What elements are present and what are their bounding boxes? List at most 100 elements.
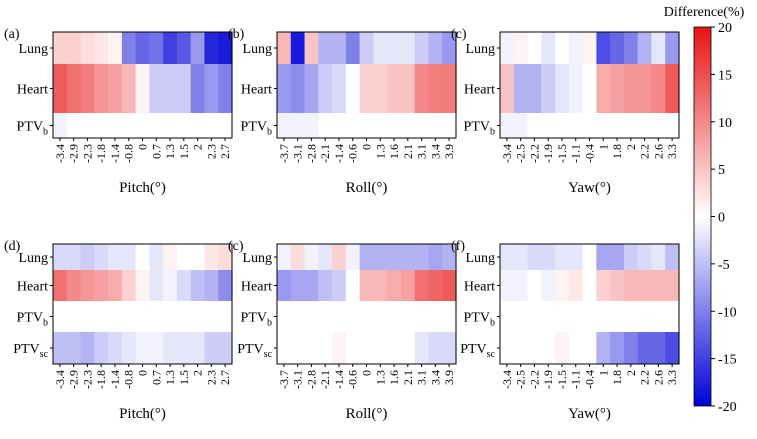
heatmap-cell bbox=[290, 270, 306, 301]
heatmap-cell bbox=[568, 244, 584, 270]
heatmap-cell bbox=[80, 113, 95, 138]
heatmap-cell bbox=[204, 32, 219, 64]
heatmap-cell bbox=[596, 64, 611, 113]
heatmap-cell bbox=[651, 32, 666, 64]
heatmap-cell bbox=[94, 32, 109, 64]
heatmap-cell bbox=[176, 32, 192, 64]
heatmap-cell bbox=[66, 270, 82, 301]
panel-3: (c)Lung Heart PTVb -3.4 -2.5 -2.2 -1.9 -1.5 -1.1… bbox=[451, 27, 680, 196]
heatmap-cell bbox=[176, 113, 192, 138]
heatmap-cell bbox=[610, 332, 625, 364]
heatmap-cell bbox=[94, 113, 109, 138]
x-tick-label: 2.6 bbox=[651, 370, 665, 385]
heatmap-cell bbox=[568, 301, 584, 332]
x-tick-label: 0 bbox=[136, 144, 150, 150]
heatmap-cell bbox=[442, 113, 457, 138]
heatmap-cell bbox=[541, 113, 556, 138]
heatmap-cell bbox=[53, 64, 68, 113]
heatmap-cell bbox=[527, 244, 542, 270]
x-axis-label: Pitch(°) bbox=[119, 180, 166, 196]
row-label: PTVsc bbox=[13, 342, 48, 360]
heatmap-cell bbox=[149, 32, 164, 64]
heatmap-cell bbox=[541, 244, 556, 270]
heatmap-cell bbox=[218, 301, 233, 332]
x-tick-label: 3.9 bbox=[442, 370, 456, 385]
heatmap-cell bbox=[66, 332, 82, 364]
x-tick-label: -2.3 bbox=[80, 144, 94, 163]
heatmap-cell bbox=[163, 32, 178, 64]
heatmap-cell bbox=[277, 113, 292, 138]
heatmap-cell bbox=[135, 113, 150, 138]
heatmap-cell bbox=[541, 32, 556, 64]
heatmap-cell bbox=[665, 332, 680, 364]
heatmap-cell bbox=[428, 32, 443, 64]
heatmap-cell bbox=[428, 270, 443, 301]
x-tick-label: -2.2 bbox=[527, 370, 541, 389]
heatmap-cell bbox=[513, 301, 529, 332]
row-label: PTVsc bbox=[237, 342, 272, 360]
heatmap-cell bbox=[414, 113, 430, 138]
x-tick-label: 2.7 bbox=[218, 370, 232, 385]
heatmap-cell bbox=[387, 32, 402, 64]
heatmap-cell bbox=[651, 301, 666, 332]
row-label: PTVb bbox=[17, 120, 48, 138]
heatmap-cell bbox=[400, 64, 416, 113]
panel-4: (d)Lung Heart PTVb PTVsc -3.4 -2.9 -2.3 -1.8 -1.… bbox=[4, 239, 233, 422]
heatmap-cell bbox=[277, 332, 292, 364]
heatmap-cell bbox=[108, 244, 123, 270]
colorbar-tick-label: 5 bbox=[718, 163, 725, 178]
row-label: PTVb bbox=[241, 120, 272, 138]
heatmap-cell bbox=[121, 301, 137, 332]
heatmap-cell bbox=[555, 64, 570, 113]
heatmap-cell bbox=[623, 301, 639, 332]
x-tick-label: 2.1 bbox=[401, 370, 415, 385]
heatmap-cell bbox=[66, 32, 82, 64]
heatmap-cell bbox=[290, 301, 306, 332]
heatmap-cell bbox=[582, 32, 597, 64]
heatmap-cell bbox=[277, 244, 292, 270]
heatmap-cell bbox=[80, 301, 95, 332]
heatmap-cell bbox=[80, 32, 95, 64]
heatmap-cell bbox=[651, 332, 666, 364]
x-tick-label: 3.1 bbox=[415, 144, 429, 159]
heatmap-cell bbox=[373, 113, 388, 138]
heatmap-cell bbox=[400, 244, 416, 270]
colorbar: 20 15 10 5 0 -5 -10 -15 -20 Difference(%) bbox=[664, 5, 745, 415]
heatmap-cell bbox=[500, 301, 515, 332]
x-tick-label: -1.8 bbox=[94, 144, 108, 163]
heatmap-cell bbox=[610, 64, 625, 113]
heatmap-cell bbox=[318, 270, 333, 301]
heatmap-cell bbox=[568, 332, 584, 364]
heatmap-cell bbox=[135, 64, 150, 113]
x-tick-label: -1.1 bbox=[569, 144, 583, 163]
heatmap-cell bbox=[204, 332, 219, 364]
heatmap-cell bbox=[623, 244, 639, 270]
heatmap-cell bbox=[665, 113, 680, 138]
x-tick-label: -0.6 bbox=[346, 370, 360, 389]
heatmap-cell bbox=[610, 32, 625, 64]
x-tick-label: -1.4 bbox=[332, 370, 346, 389]
heatmap-cell bbox=[218, 244, 233, 270]
heatmap-cell bbox=[121, 32, 137, 64]
x-tick-label: -1.4 bbox=[332, 144, 346, 163]
x-axis-label: Roll(°) bbox=[346, 406, 388, 422]
heatmap-cell bbox=[121, 244, 137, 270]
heatmap-cell bbox=[121, 64, 137, 113]
heatmap-cell bbox=[428, 301, 443, 332]
heatmap-cell bbox=[582, 64, 597, 113]
x-tick-label: 1.8 bbox=[610, 144, 624, 159]
heatmap-cell bbox=[513, 244, 529, 270]
heatmap-cell bbox=[665, 244, 680, 270]
x-tick-label: -3.7 bbox=[277, 144, 291, 163]
heatmap-cell bbox=[387, 113, 402, 138]
heatmap-cell bbox=[651, 113, 666, 138]
heatmap-cell bbox=[428, 113, 443, 138]
x-tick-label: 2 bbox=[624, 144, 638, 150]
heatmap-cell bbox=[332, 270, 347, 301]
heatmap-cell bbox=[290, 32, 306, 64]
x-tick-label: 1.6 bbox=[387, 370, 401, 385]
heatmap-cell bbox=[359, 301, 374, 332]
x-tick-label: 3.1 bbox=[415, 370, 429, 385]
heatmap-cell bbox=[218, 270, 233, 301]
